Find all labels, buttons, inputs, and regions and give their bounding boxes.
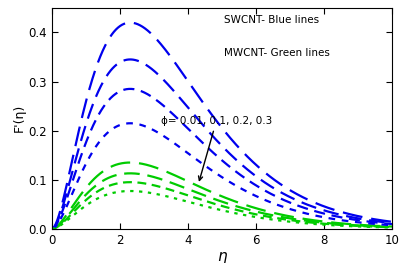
Text: ϕ= 0.01, 0.1, 0.2, 0.3: ϕ= 0.01, 0.1, 0.2, 0.3 — [161, 116, 272, 180]
Y-axis label: F'(η): F'(η) — [13, 104, 26, 133]
X-axis label: η: η — [217, 249, 227, 263]
Text: SWCNT- Blue lines: SWCNT- Blue lines — [224, 14, 319, 24]
Text: MWCNT- Green lines: MWCNT- Green lines — [224, 48, 330, 58]
